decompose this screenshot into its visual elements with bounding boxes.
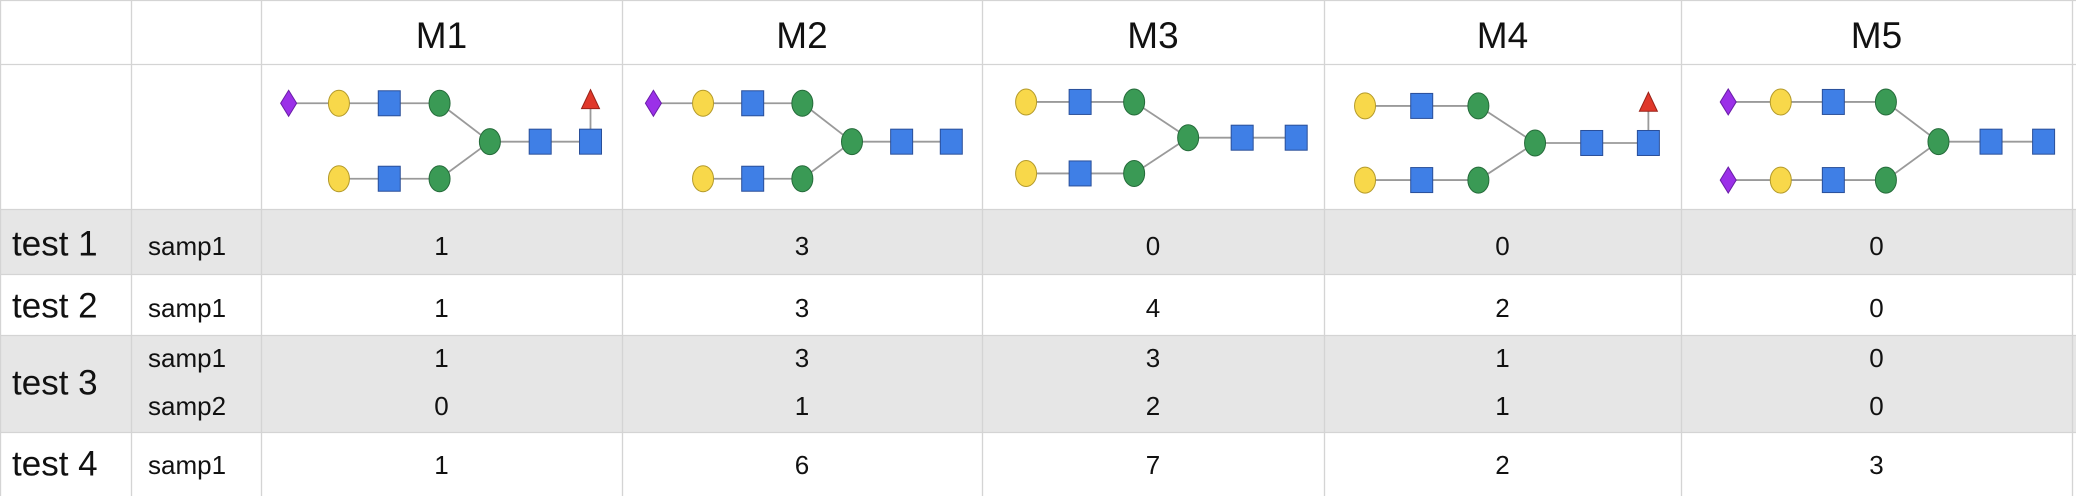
group-label: test 1	[12, 224, 98, 263]
cell-value: 4	[1146, 293, 1160, 323]
group-label: test 4	[12, 444, 98, 483]
cell-value: 1	[1495, 343, 1509, 373]
glycan-node	[428, 89, 451, 117]
glycan-node	[1638, 91, 1659, 112]
glycan-node	[1769, 166, 1792, 194]
cell-value: 1	[795, 391, 809, 421]
glycan-node	[579, 128, 603, 155]
group-label: test 3	[12, 363, 98, 402]
cell-value: 0	[1869, 293, 1883, 323]
cell-value: 2	[1146, 391, 1160, 421]
glycan-node	[1719, 87, 1737, 116]
row-band	[0, 209, 2076, 274]
glycan-node	[1821, 167, 1845, 194]
glycan-node	[1979, 128, 2003, 155]
glycan-node	[280, 89, 298, 118]
glycan-node	[1874, 88, 1897, 116]
cell-value: 2	[1495, 450, 1509, 480]
cell-value: 3	[1869, 450, 1883, 480]
glycan-node	[890, 128, 914, 155]
glycan-node	[692, 89, 715, 117]
glycan-diagram	[280, 88, 603, 193]
glycan-node	[1015, 159, 1038, 187]
glycan-node	[478, 128, 501, 156]
glycan-node	[1410, 92, 1434, 119]
glycan-node	[1467, 92, 1490, 120]
glycan-node	[1284, 124, 1308, 151]
glycan-node	[1636, 129, 1660, 156]
sample-label: samp1	[148, 293, 226, 323]
glycan-node	[528, 128, 552, 155]
glycan-node	[327, 165, 350, 193]
column-header: M5	[1851, 15, 1902, 56]
cell-value: 1	[434, 450, 448, 480]
column-header: M4	[1477, 15, 1528, 56]
glycan-node	[1467, 166, 1490, 194]
glycan-node	[580, 88, 601, 110]
glycan-node	[1874, 166, 1897, 194]
glycan-diagram	[1015, 88, 1308, 187]
glycan-node	[1354, 92, 1377, 120]
glycan-node	[741, 165, 765, 192]
cell-value: 0	[434, 391, 448, 421]
glycan-node	[1230, 124, 1254, 151]
glycan-node	[1524, 129, 1547, 157]
column-header: M2	[776, 15, 827, 56]
glycan-node	[377, 90, 401, 117]
cell-value: 0	[1869, 343, 1883, 373]
cell-value: 0	[1869, 231, 1883, 261]
column-header: M1	[416, 15, 467, 56]
glycan-node	[1015, 88, 1038, 116]
glycan-node	[791, 89, 814, 117]
glycan-node	[1068, 160, 1092, 187]
cell-value: 2	[1495, 293, 1509, 323]
glycan-node	[1927, 128, 1950, 156]
glycan-node	[1354, 166, 1377, 194]
glycan-node	[741, 90, 765, 117]
cell-value: 0	[1146, 231, 1160, 261]
sample-label: samp1	[148, 343, 226, 373]
cell-value: 3	[795, 231, 809, 261]
glycan-node	[1068, 88, 1092, 115]
cell-value: 3	[795, 293, 809, 323]
cell-value: 6	[795, 450, 809, 480]
cell-value: 7	[1146, 450, 1160, 480]
glycan-node	[327, 89, 350, 117]
glycan-diagram	[1719, 87, 2056, 195]
cell-value: 0	[1869, 391, 1883, 421]
glycan-node	[1821, 88, 1845, 115]
glycan-node	[1719, 166, 1737, 195]
cell-value: 1	[1495, 391, 1509, 421]
glycan-node	[1410, 167, 1434, 194]
glycan-node	[428, 165, 451, 193]
glycan-node	[1580, 129, 1604, 156]
glycan-node	[692, 165, 715, 193]
cell-value: 1	[434, 231, 448, 261]
glycan-node	[840, 128, 863, 156]
glycan-node	[1123, 88, 1146, 116]
cell-value: 3	[795, 343, 809, 373]
glycan-diagram	[644, 89, 963, 193]
sample-label: samp1	[148, 231, 226, 261]
glycan-diagram	[1354, 91, 1660, 194]
glycan-node	[1769, 88, 1792, 116]
column-header: M3	[1127, 15, 1178, 56]
glycan-node	[1123, 159, 1146, 187]
sample-label: samp1	[148, 450, 226, 480]
glycan-node	[1177, 124, 1200, 152]
cell-value: 3	[1146, 343, 1160, 373]
group-label: test 2	[12, 286, 98, 325]
glycan-node	[791, 165, 814, 193]
glycan-node	[377, 165, 401, 192]
glycan-node	[2032, 128, 2056, 155]
cell-value: 0	[1495, 231, 1509, 261]
sample-label: samp2	[148, 391, 226, 421]
glycan-node	[644, 89, 662, 118]
glycan-node	[939, 128, 963, 155]
cell-value: 1	[434, 293, 448, 323]
row-band	[0, 335, 2076, 432]
cell-value: 1	[434, 343, 448, 373]
